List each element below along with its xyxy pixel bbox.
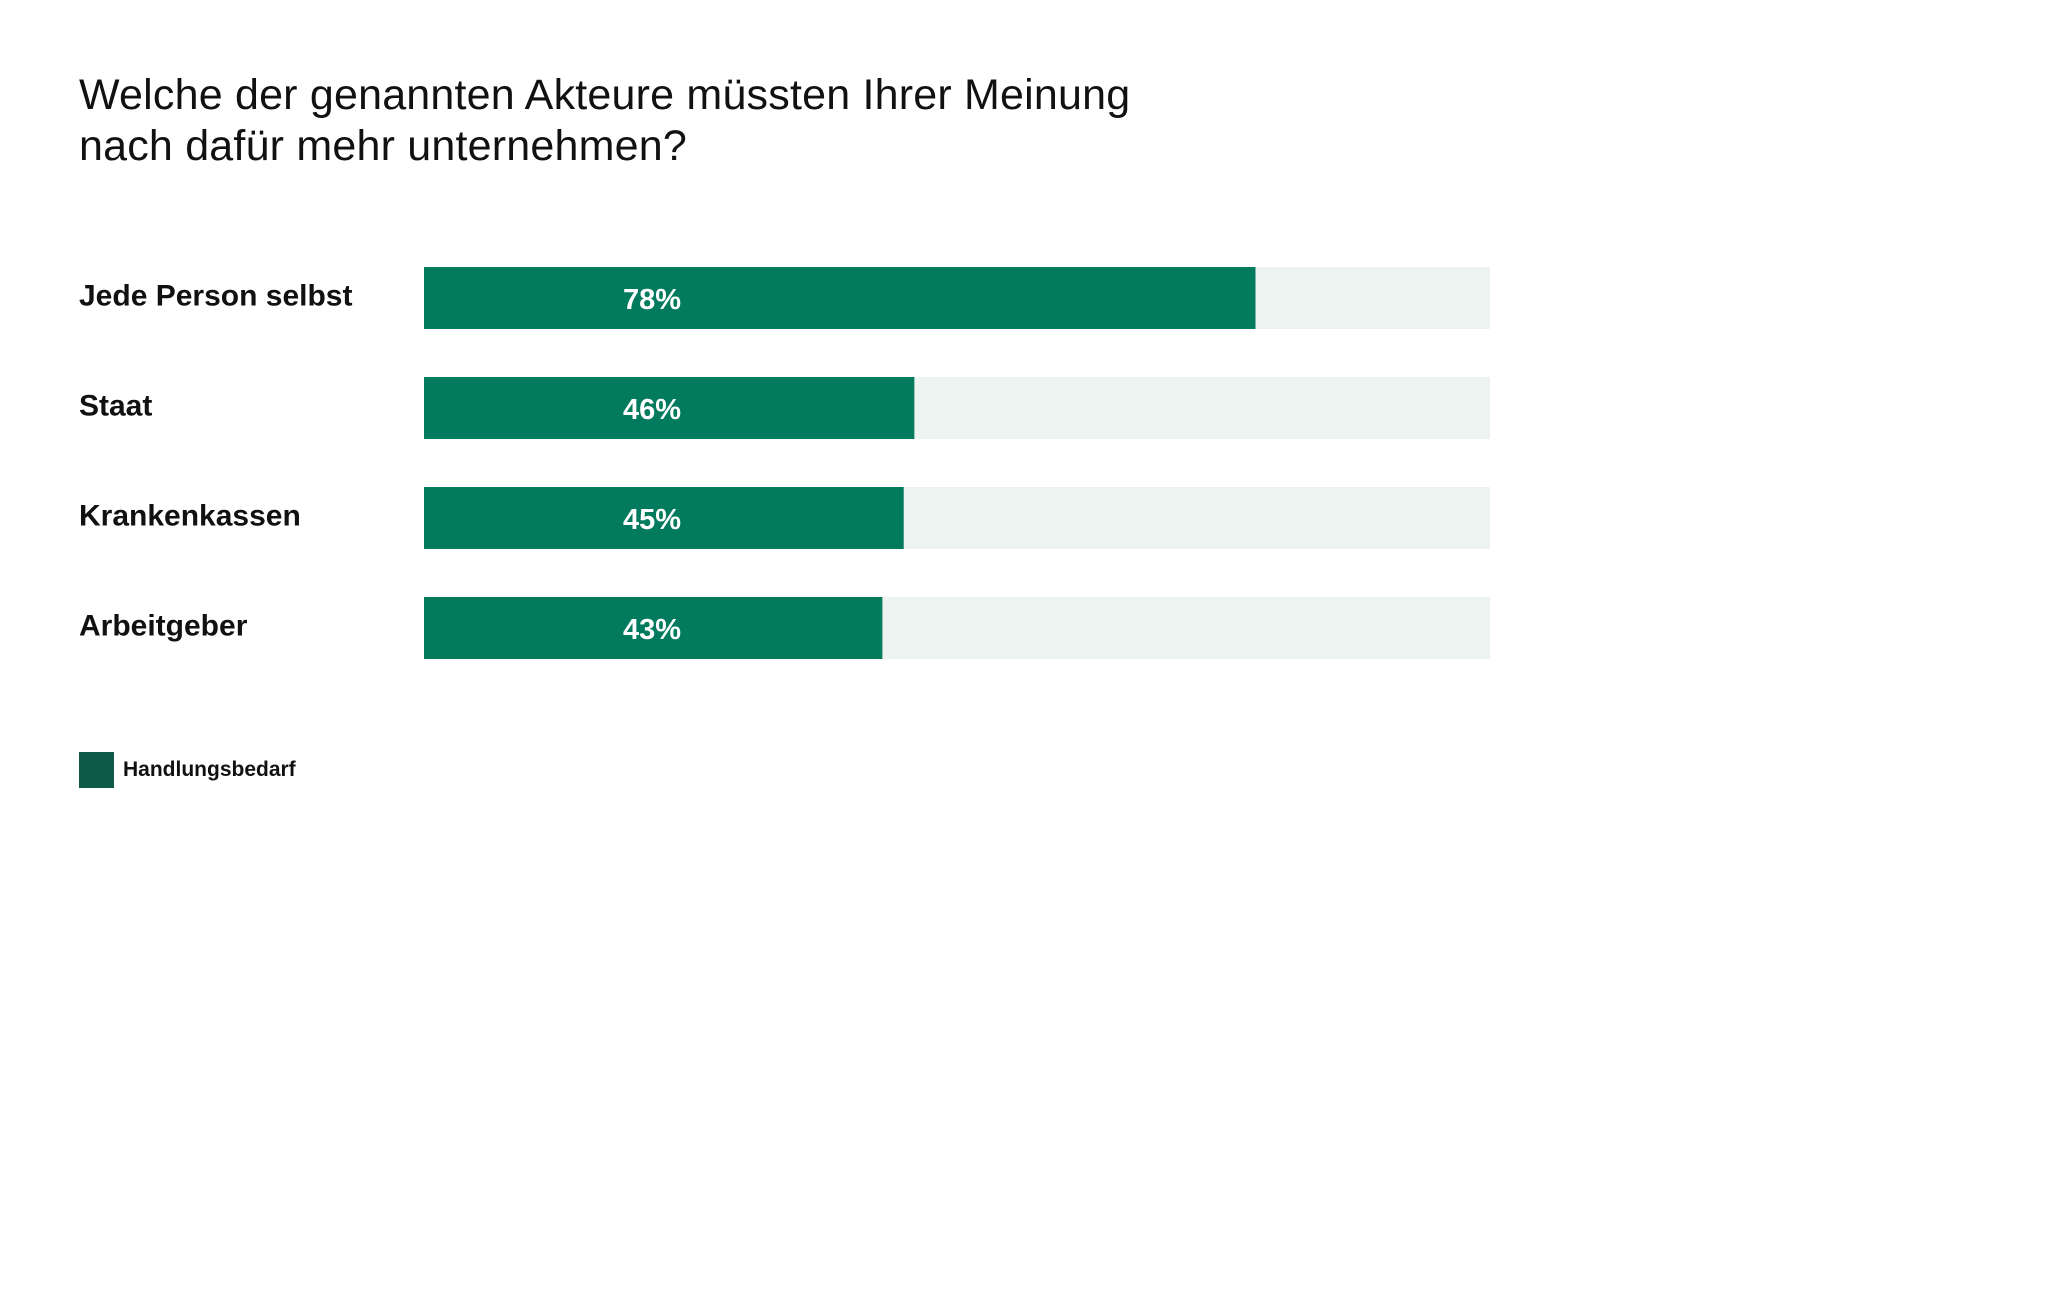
data-label: 45% <box>623 504 681 536</box>
category-label: Jede Person selbst <box>79 280 352 313</box>
data-label: 78% <box>623 284 681 316</box>
bar <box>424 267 1256 329</box>
category-label: Staat <box>79 390 152 423</box>
bar <box>424 597 883 659</box>
category-label: Arbeitgeber <box>79 610 248 643</box>
legend-swatch <box>79 752 114 788</box>
legend-label: Handlungsbedarf <box>123 758 296 781</box>
category-label: Krankenkassen <box>79 500 301 533</box>
chart-title: Welche der genannten Akteure müssten Ihr… <box>79 71 1131 170</box>
bar <box>424 377 915 439</box>
data-label: 43% <box>623 614 681 646</box>
bar <box>424 487 904 549</box>
legend: Handlungsbedarf <box>79 752 296 788</box>
bar-chart: Jede Person selbst 78% Staat 46% Krankenkass… <box>79 267 1490 659</box>
data-label: 46% <box>623 394 681 426</box>
